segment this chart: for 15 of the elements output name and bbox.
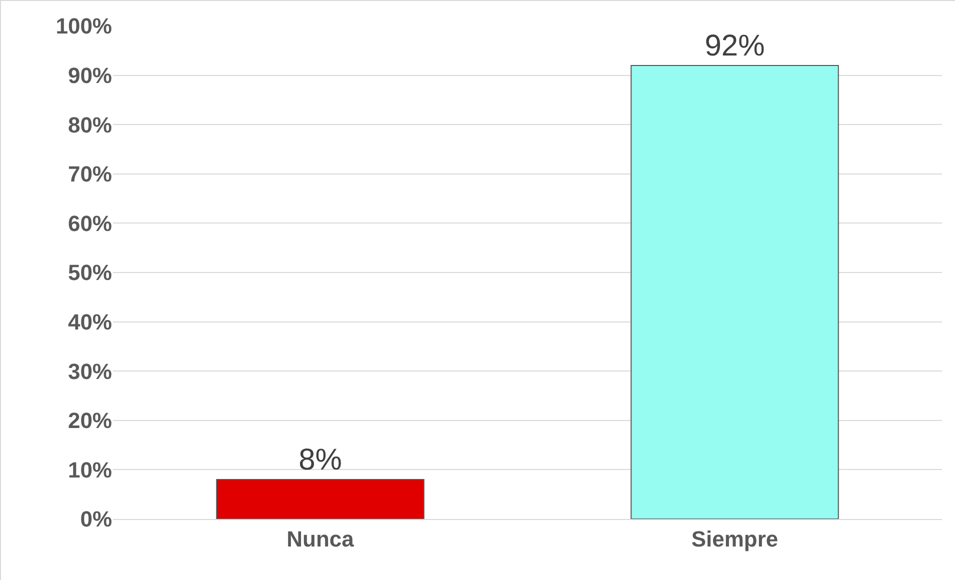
y-tick-label: 60% (68, 210, 112, 236)
x-tick-label: Siempre (691, 526, 778, 552)
data-label: 8% (298, 444, 342, 477)
y-tick-label: 50% (68, 260, 112, 286)
y-tick-label: 80% (68, 112, 112, 138)
y-tick-label: 40% (68, 310, 112, 334)
y-tick-label: 70% (68, 162, 112, 187)
y-tick-label: 0% (80, 506, 112, 532)
data-label: 92% (704, 29, 765, 62)
y-tick-label: 10% (68, 457, 112, 482)
y-tick-label: 90% (68, 63, 112, 88)
y-tick-label: 100% (56, 14, 112, 39)
y-tick-label: 20% (68, 408, 112, 434)
y-tick-label: 30% (68, 358, 112, 384)
x-tick-label: Nunca (286, 526, 355, 552)
